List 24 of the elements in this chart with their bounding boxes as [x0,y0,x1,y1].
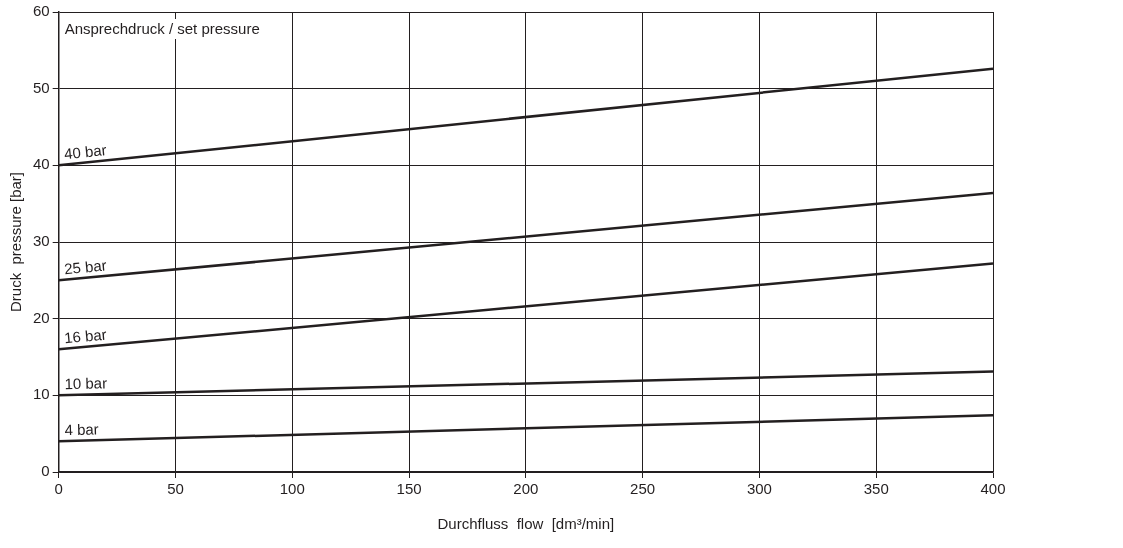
x-tick-label: 200 [513,480,539,498]
x-axis-title: Durchfluss flow [dm³/min] [437,515,615,533]
text: 40 bar [63,141,108,163]
x-tick-label: 350 [863,480,889,498]
x-tick-label: 250 [630,480,656,498]
y-tick-label: 40 [33,155,50,173]
y-tick-label: 60 [33,2,50,20]
series-label: 4 bar [64,420,99,439]
y-tick-label: 50 [33,78,50,96]
x-tick-label: 0 [54,480,63,498]
text: 16 bar [63,325,108,347]
x-tick-label: 300 [746,480,772,498]
text: 25 bar [63,256,108,278]
y-tick-label: 0 [41,462,50,480]
x-tick-label: 400 [980,480,1006,498]
series-label: 10 bar [64,374,108,393]
x-tick-label: 150 [396,480,422,498]
annotation: Ansprechdruck / set pressure [64,20,260,37]
y-tick-label: 20 [33,308,50,326]
y-tick-label: 10 [33,385,50,403]
y-tick-label: 30 [33,232,50,250]
x-tick-label: 50 [167,480,184,498]
x-tick-label: 100 [279,480,305,498]
y-axis-title: Druck pressure [bar] [7,171,25,313]
